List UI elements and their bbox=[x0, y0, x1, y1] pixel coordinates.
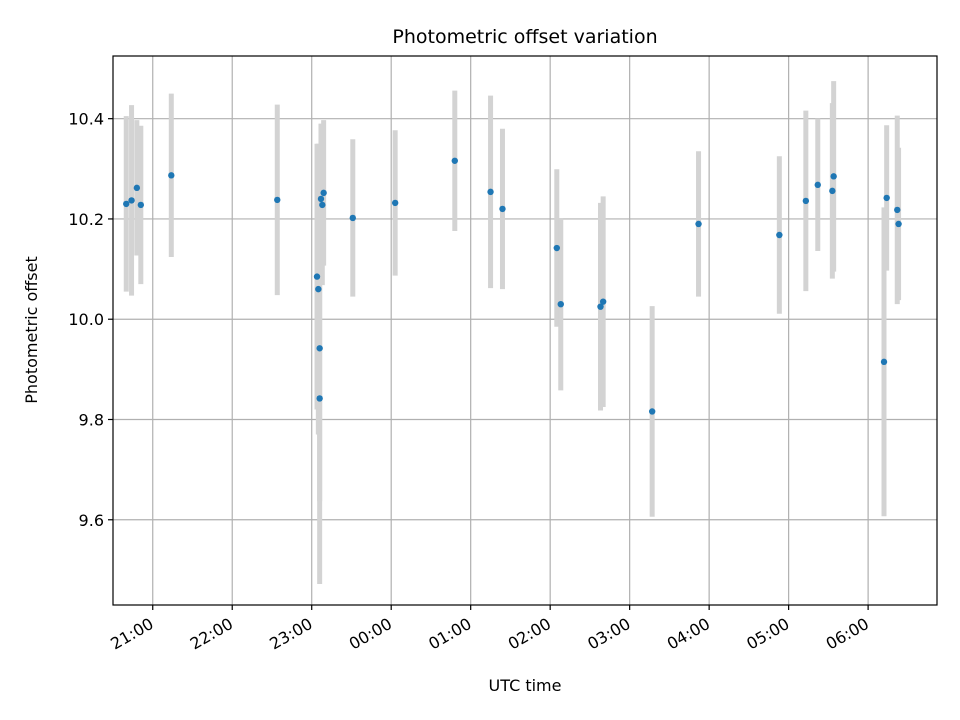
y-tick-label: 10.4 bbox=[68, 110, 104, 129]
data-point bbox=[648, 408, 656, 415]
y-axis-ticks: 9.6 9.8 10.0 10.2 10.4 bbox=[68, 110, 113, 530]
data-point bbox=[274, 196, 281, 204]
data-point bbox=[123, 200, 130, 208]
data-point bbox=[317, 195, 325, 203]
data-point bbox=[137, 201, 145, 209]
grid bbox=[113, 56, 937, 605]
data-point bbox=[597, 303, 604, 310]
data-point bbox=[168, 172, 175, 179]
data-point bbox=[128, 197, 135, 204]
y-tick-label: 10.2 bbox=[68, 210, 104, 229]
data-point bbox=[776, 231, 783, 239]
data-point bbox=[814, 181, 821, 189]
data-point bbox=[557, 300, 564, 308]
data-point bbox=[319, 201, 326, 209]
data-point bbox=[451, 157, 458, 164]
data-point bbox=[391, 199, 399, 207]
x-axis-label: UTC time bbox=[489, 676, 562, 695]
data-point bbox=[883, 194, 890, 202]
y-tick-label: 9.6 bbox=[79, 511, 104, 530]
data-point bbox=[802, 197, 810, 205]
y-axis-label: Photometric offset bbox=[22, 256, 41, 404]
data-point bbox=[320, 189, 327, 197]
data-point bbox=[316, 395, 323, 402]
data-point bbox=[133, 184, 141, 192]
y-tick-label: 10.0 bbox=[68, 310, 104, 329]
data-points bbox=[123, 157, 902, 415]
data-point bbox=[599, 298, 607, 305]
plot-frame bbox=[112, 55, 938, 606]
data-point bbox=[829, 187, 836, 195]
data-point bbox=[499, 205, 506, 213]
chart-title: Photometric offset variation bbox=[392, 26, 657, 48]
data-point bbox=[894, 206, 901, 214]
data-point bbox=[880, 358, 888, 366]
data-point bbox=[695, 220, 702, 228]
data-point bbox=[349, 214, 356, 222]
data-point bbox=[313, 273, 321, 280]
y-tick-label: 9.8 bbox=[79, 410, 104, 429]
data-point bbox=[895, 220, 902, 228]
data-point bbox=[316, 345, 323, 352]
data-point bbox=[830, 173, 837, 180]
data-point bbox=[487, 188, 494, 196]
data-point bbox=[553, 244, 560, 252]
data-point bbox=[315, 285, 322, 293]
